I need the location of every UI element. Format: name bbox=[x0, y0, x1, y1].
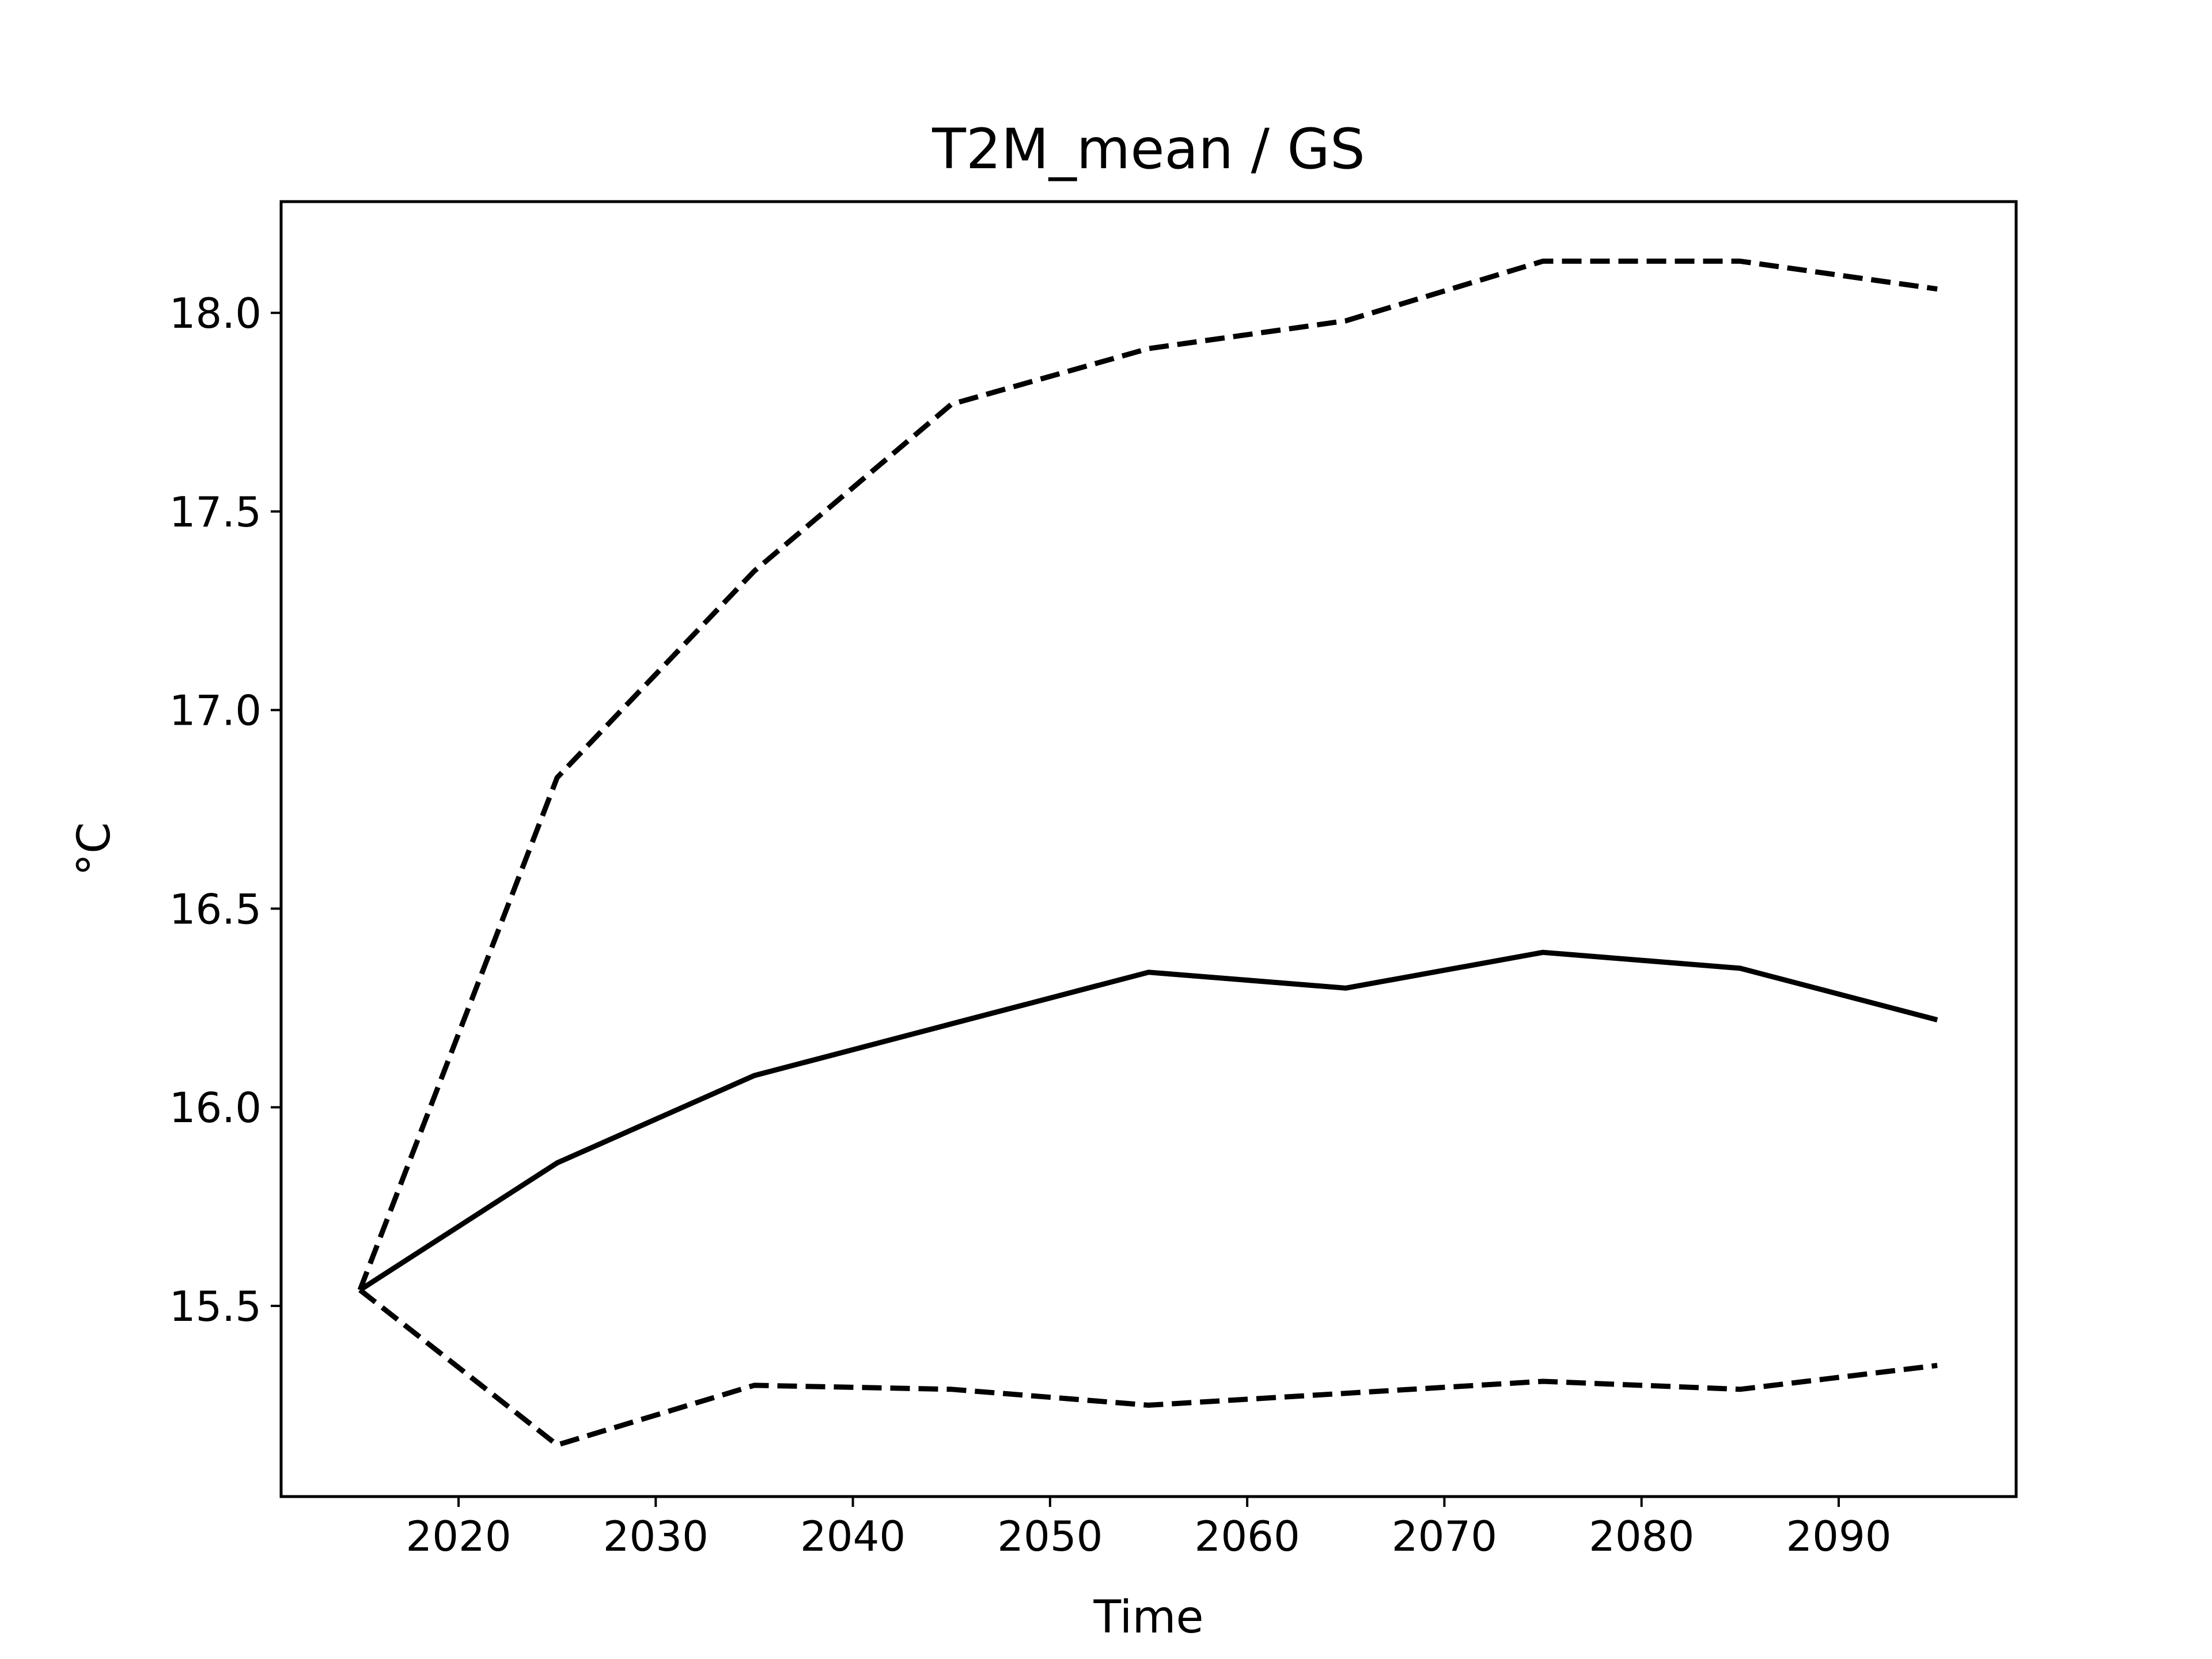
series-line-1 bbox=[358, 949, 1938, 1293]
y-tick-label: 18.0 bbox=[169, 289, 262, 338]
y-tick-label: 17.0 bbox=[169, 687, 262, 735]
y-axis-label: °C bbox=[69, 822, 120, 876]
x-tick-label: 2040 bbox=[800, 1512, 906, 1560]
plot-frame bbox=[279, 200, 2018, 1498]
chart-title: T2M_mean / GS bbox=[931, 117, 1365, 181]
y-tick-label: 17.5 bbox=[169, 488, 262, 536]
x-axis-label: Time bbox=[1093, 1592, 1204, 1643]
series-line-2 bbox=[358, 1287, 1938, 1448]
x-tick-label: 2050 bbox=[997, 1512, 1103, 1560]
x-tick-label: 2080 bbox=[1589, 1512, 1694, 1560]
axes-layer: 2020 2030 2040 2050 2060 2070 2080 2090 15.5 16.0… bbox=[169, 289, 1892, 1560]
plot-layer bbox=[357, 258, 1938, 1448]
x-tick-label: 2070 bbox=[1392, 1512, 1497, 1560]
x-tick-label: 2060 bbox=[1195, 1512, 1300, 1560]
y-tick-label: 16.0 bbox=[169, 1084, 262, 1132]
y-tick-label: 15.5 bbox=[169, 1282, 262, 1331]
x-tick-label: 2090 bbox=[1786, 1512, 1891, 1560]
x-tick-label: 2030 bbox=[603, 1512, 709, 1560]
y-tick-label: 16.5 bbox=[169, 885, 262, 933]
x-tick-label: 2020 bbox=[406, 1512, 511, 1560]
